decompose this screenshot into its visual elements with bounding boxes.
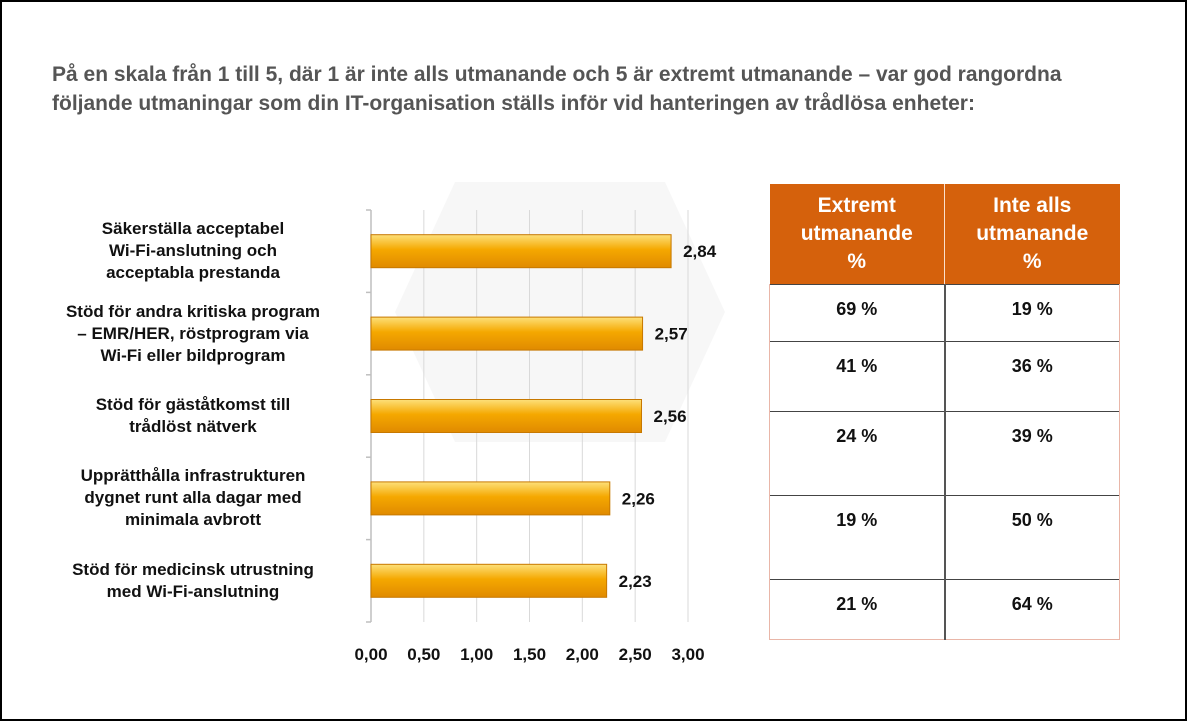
header-extremt: Extremt utmanande % (769, 184, 945, 285)
header-inte-alls-line-1: Inte alls (993, 194, 1072, 217)
percentage-table: Extremt utmanande % Inte alls utmanande … (769, 184, 1120, 640)
table-cell-inte-alls: 64 % (944, 579, 1120, 640)
x-tick-label: 3,00 (671, 645, 704, 664)
table-cell-extremt: 69 % (769, 284, 946, 342)
header-extremt-line-1: Extremt (817, 194, 896, 217)
table-row: 24 % 39 % (769, 411, 1120, 496)
table-row: 69 % 19 % (769, 284, 1120, 342)
bar (370, 316, 644, 351)
bar-value-label: 2,23 (619, 572, 652, 591)
table-cell-inte-alls: 39 % (944, 411, 1120, 496)
x-tick-label: 1,50 (513, 645, 546, 664)
bar (370, 234, 672, 269)
bar-value-label: 2,26 (622, 489, 655, 508)
category-label-line: trådlöst nätverk (129, 417, 257, 436)
category-label-line: Wi-Fi-anslutning och (109, 241, 277, 261)
bar-value-label: 2,56 (654, 407, 687, 426)
header-inte-alls-line-2: utmanande (976, 222, 1089, 245)
category-label-line: dygnet runt alla dagar med (84, 488, 302, 508)
category-label-line: – EMR/HER, röstprogram via (77, 323, 309, 343)
table-cell-inte-alls: 50 % (944, 495, 1120, 580)
category-label-line: minimala avbrott (124, 510, 262, 530)
slide-title: På en skala från 1 till 5, där 1 är inte… (52, 63, 1062, 115)
table-cell-inte-alls: 19 % (944, 284, 1120, 342)
header-inte-alls: Inte alls utmanande % (944, 184, 1120, 285)
category-label: Säkerställa acceptabel Wi-Fi-anslutning o… (33, 218, 353, 284)
bar (370, 481, 611, 516)
category-label: Stöd för andra kritiska program – EMR/HER… (33, 301, 353, 367)
table-row: 19 % 50 % (769, 495, 1120, 580)
category-label-line: Säkerställa acceptabel (101, 219, 285, 239)
category-label-line: Stöd för medicinsk utrustning (72, 559, 314, 579)
category-label-line: Stöd för andra kritiska program (65, 301, 321, 321)
table-cell-extremt: 21 % (769, 579, 946, 640)
category-label-line: Wi-Fi eller bildprogram (100, 345, 286, 365)
category-label-line: Upprätthålla infrastrukturen (80, 466, 306, 486)
table-cell-extremt: 41 % (769, 341, 946, 412)
bar-value-label: 2,84 (683, 242, 717, 261)
category-label-line: med Wi-Fi-anslutning (106, 581, 280, 601)
bar-value-label: 2,57 (655, 325, 688, 344)
x-tick-label: 2,00 (566, 645, 599, 664)
table-row: 21 % 64 % (769, 579, 1120, 640)
bar (370, 399, 643, 433)
table-cell-extremt: 19 % (769, 495, 946, 580)
x-tick-label: 0,00 (354, 645, 387, 664)
header-inte-alls-line-3: % (1022, 250, 1042, 273)
x-tick-label: 2,50 (619, 645, 652, 664)
category-label: Upprätthålla infrastrukturen dygnet runt … (33, 465, 353, 531)
category-label: Stöd för medicinsk utrustning med Wi-Fi-a… (33, 559, 353, 603)
bar (370, 563, 608, 598)
category-label-line: acceptabla prestanda (106, 263, 280, 283)
header-extremt-line-2: utmanande (800, 222, 913, 245)
x-tick-label: 0,50 (407, 645, 440, 664)
table-cell-extremt: 24 % (769, 411, 946, 496)
table-cell-inte-alls: 36 % (944, 341, 1120, 412)
header-extremt-line-3: % (847, 250, 867, 273)
x-tick-label: 1,00 (460, 645, 493, 664)
category-label-line: Stöd för gäståtkomst till (95, 395, 291, 414)
table-row: 41 % 36 % (769, 341, 1120, 412)
category-label: Stöd för gäståtkomst till trådlöst nätver… (33, 394, 353, 438)
